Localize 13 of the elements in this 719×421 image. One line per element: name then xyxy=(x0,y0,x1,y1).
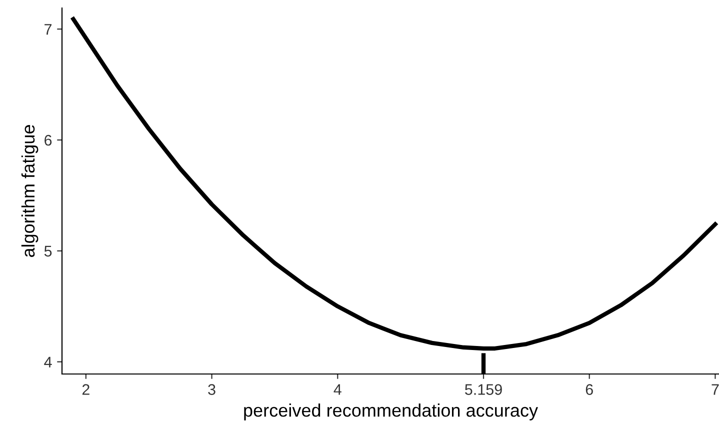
y-tick-label: 4 xyxy=(44,356,52,368)
y-tick-label: 5 xyxy=(44,246,52,257)
y-tick-label: 6 xyxy=(44,134,52,146)
x-tick-label: 7 xyxy=(712,384,719,395)
x-axis-title: perceived recommendation accuracy xyxy=(244,404,538,420)
y-axis-title: algorithm fatigue xyxy=(21,125,38,257)
x-tick-label: 6 xyxy=(586,384,593,395)
x-tick-label: 4 xyxy=(334,384,342,395)
line-series xyxy=(71,17,718,351)
x-tick-label: 2 xyxy=(82,384,90,395)
y-tick-label: 7 xyxy=(44,24,52,35)
x-tick-label: 3 xyxy=(208,384,216,395)
x-tick-label: 5.159 xyxy=(465,384,502,395)
